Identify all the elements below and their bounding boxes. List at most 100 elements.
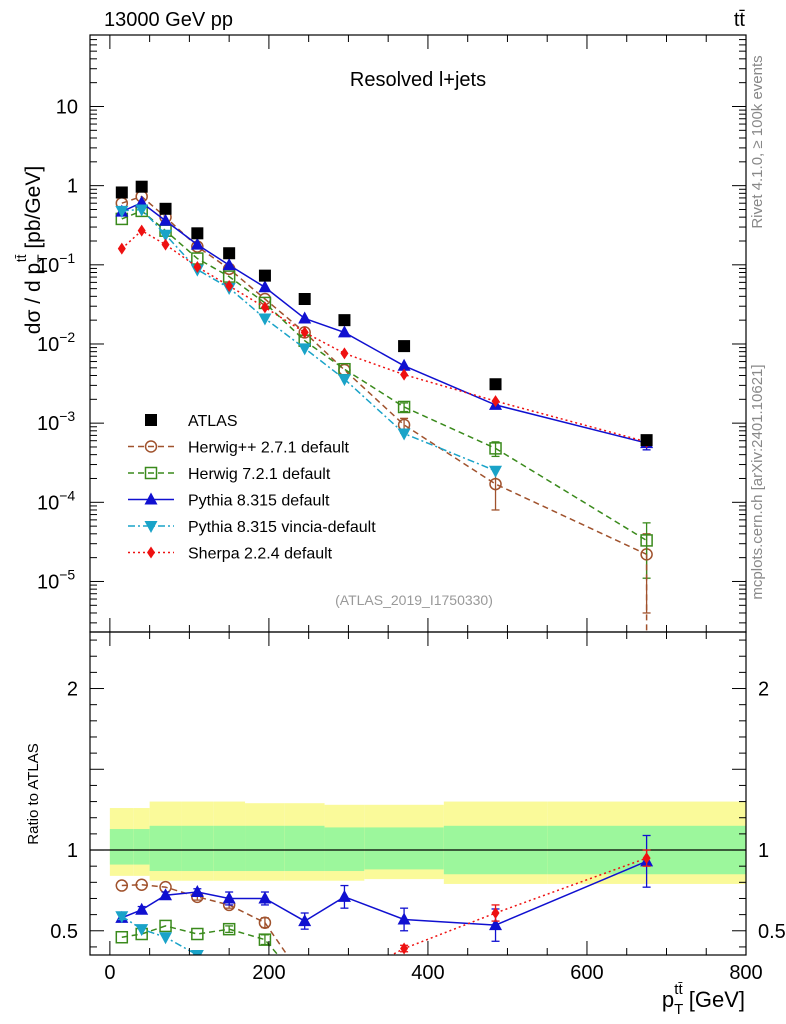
ratio-band-green <box>324 827 365 872</box>
main-point-pythia-8-315-default <box>337 325 351 338</box>
main-series-pythia-8-315-vincia-default <box>115 204 503 478</box>
ratio-point-herwig-7-2-1-default <box>115 930 129 944</box>
main-point-atlas <box>398 340 411 353</box>
legend-entry-sherpa-2-2-4-default: Sherpa 2.2.4 default <box>128 546 333 563</box>
main-point-pythia-8-315-default <box>222 258 236 271</box>
ratio-band-green <box>109 829 134 865</box>
legend-marker <box>145 414 157 426</box>
main-point-herwig-7-2-1-default <box>640 534 653 547</box>
ratio-y-tick-label-right: 2 <box>758 679 769 701</box>
ratio-point-herwig-2-7-1-default <box>287 958 298 969</box>
analysis-id-label: (ATLAS_2019_I1750330) <box>335 592 493 608</box>
ratio-point-herwig-7-2-1-default <box>258 933 272 946</box>
ratio-point-pythia-8-315-default <box>258 891 272 904</box>
ratio-band-green <box>245 825 285 872</box>
ratio-point-sherpa-2-2-4-default <box>400 942 409 955</box>
ratio-series-sherpa-2-2-4-default <box>390 849 651 955</box>
ratio-point-pythia-8-315-vincia-default <box>115 911 129 924</box>
ratio-y-tick-label: 1 <box>67 840 78 862</box>
y-tick-label: 10−1 <box>37 250 75 277</box>
main-point-atlas <box>489 378 502 391</box>
ratio-uncertainty-bands <box>90 801 746 884</box>
ratio-point-pythia-8-315-default <box>159 888 173 901</box>
legend-entry-atlas: ATLAS <box>145 413 238 430</box>
ratio-band-green <box>364 827 444 870</box>
ratio-point-sherpa-2-2-4-default <box>491 907 500 920</box>
ratio-point-pythia-8-315-vincia-default <box>207 958 220 970</box>
ratio-y-axis-label: Ratio to ATLAS <box>25 743 42 844</box>
main-point-pythia-8-315-vincia-default <box>159 229 173 242</box>
ratio-band-green <box>149 825 182 872</box>
main-point-herwig-7-2-1-default <box>489 442 502 455</box>
main-point-pythia-8-315-default <box>397 358 411 371</box>
ratio-y-tick-label-right: 1 <box>758 840 769 862</box>
ratio-point-pythia-8-315-vincia-default <box>135 924 149 937</box>
ratio-line-sherpa-2-2-4-default <box>390 857 647 955</box>
y-tick-label: 10 <box>56 96 78 118</box>
main-point-atlas <box>298 293 311 306</box>
main-point-atlas <box>258 269 271 282</box>
ratio-point-pythia-8-315-default <box>337 889 351 902</box>
legend-entry-pythia-8-315-default: Pythia 8.315 default <box>128 492 330 510</box>
legend-marker <box>144 492 158 505</box>
y-tick-label: 10−2 <box>37 329 75 356</box>
process-label: tt̄ <box>734 9 746 31</box>
main-point-pythia-8-315-default <box>159 213 173 226</box>
legend-label: Sherpa 2.2.4 default <box>188 546 333 563</box>
legend-label: Herwig 7.2.1 default <box>188 466 331 483</box>
main-point-sherpa-2-2-4-default <box>225 280 234 293</box>
ratio-point-herwig-2-7-1-default <box>135 878 148 891</box>
main-line-herwig-7-2-1-default <box>121 210 647 542</box>
y-tick-label: 10−3 <box>37 408 75 435</box>
ratio-point-herwig-2-7-1-default <box>115 879 129 892</box>
main-point-sherpa-2-2-4-default <box>193 260 202 273</box>
x-tick-label: 200 <box>252 962 285 984</box>
plot-title: Resolved l+jets <box>350 69 486 91</box>
collision-energy-label: 13000 GeV pp <box>104 9 233 31</box>
legend-label: ATLAS <box>188 413 238 430</box>
main-point-sherpa-2-2-4-default <box>400 368 409 381</box>
main-point-sherpa-2-2-4-default <box>161 238 170 251</box>
rivet-version-label: Rivet 4.1.0, ≥ 100k events <box>749 55 766 228</box>
ratio-band-green <box>213 825 246 872</box>
x-tick-label: 0 <box>104 962 115 984</box>
main-point-sherpa-2-2-4-default <box>117 242 126 255</box>
main-point-atlas <box>338 314 351 327</box>
ratio-point-pythia-8-315-default <box>298 914 312 927</box>
y-tick-label: 10−5 <box>37 566 75 593</box>
legend-label: Pythia 8.315 vincia-default <box>188 519 376 536</box>
main-point-atlas <box>640 434 653 447</box>
main-line-herwig-2-7-1-default <box>121 195 647 556</box>
main-point-pythia-8-315-default <box>298 311 312 324</box>
legend-marker <box>144 521 158 533</box>
legend-marker <box>144 440 158 453</box>
ratio-y-tick-label: 0.5 <box>50 921 78 943</box>
main-point-atlas <box>135 180 148 193</box>
ratio-point-herwig-7-2-1-default <box>222 922 236 936</box>
main-point-sherpa-2-2-4-default <box>300 326 309 339</box>
ratio-point-sherpa-2-2-4-default <box>642 852 651 865</box>
main-series-atlas <box>115 180 653 447</box>
main-point-herwig-2-7-1-default <box>489 477 502 491</box>
ratio-band-green <box>284 825 325 872</box>
ratio-point-herwig-7-2-1-default <box>191 927 204 941</box>
main-point-pythia-8-315-vincia-default <box>258 313 272 326</box>
ratio-series-group <box>115 834 654 970</box>
ratio-frame <box>89 631 747 956</box>
y-tick-label: 1 <box>67 176 78 198</box>
main-y-axis-label: dσ / d pTtt̄ [pb/GeV] <box>13 166 50 334</box>
legend: ATLAS Herwig++ 2.7.1 default Herwig 7.2.1 … <box>128 413 376 563</box>
main-point-pythia-8-315-vincia-default <box>337 374 351 387</box>
ratio-point-pythia-8-315-default <box>222 891 236 904</box>
main-point-sherpa-2-2-4-default <box>137 224 146 237</box>
ratio-point-pythia-8-315-vincia-default <box>159 932 173 945</box>
main-point-herwig-7-2-1-default <box>397 400 411 414</box>
main-frame <box>89 34 747 633</box>
ratio-point-pythia-8-315-default <box>190 885 204 898</box>
legend-entry-herwig-7-2-1-default: Herwig 7.2.1 default <box>128 466 331 483</box>
ratio-point-herwig-7-2-1-default <box>159 919 172 933</box>
main-point-pythia-8-315-vincia-default <box>489 465 503 478</box>
ratio-y-tick-label-right: 0.5 <box>758 921 786 943</box>
main-point-sherpa-2-2-4-default <box>491 395 500 408</box>
